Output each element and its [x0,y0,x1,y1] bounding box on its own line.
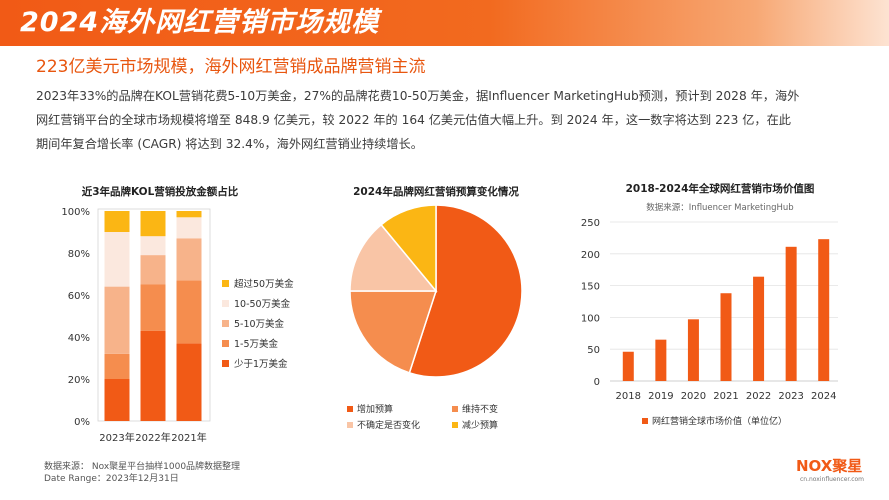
chart1-legend-swatch [222,280,229,287]
chart1-legend-label: 超过50万美金 [234,278,294,290]
chart3-bar [785,246,797,381]
chart3-y-tick: 0 [594,377,600,388]
chart2-legend-swatch [452,406,458,412]
footer-source: 数据来源： Nox聚星平台抽样1000品牌数据整理 Date Range：202… [44,461,240,485]
body-paragraph: 2023年33%的品牌在KOL营销花费5-10万美金，27%的品牌花费10-50… [36,84,862,156]
chart3-bar [687,319,699,381]
body-line: 期间年复合增长率 (CAGR) 将达到 32.4%，海外网红营销业持续增长。 [36,137,423,151]
chart1-y-tick: 40% [68,333,90,344]
chart1-legend-swatch [222,300,229,307]
section-subtitle: 223亿美元市场规模，海外网红营销成品牌营销主流 [36,57,426,77]
chart3-bar [622,351,634,381]
chart3-bar [720,293,732,381]
chart1-x-tick: 2022年 [135,431,170,444]
chart1-y-tick: 0% [74,417,90,428]
chart1-legend-swatch [222,340,229,347]
chart2-legend-swatch [452,422,458,428]
chart3-y-tick: 250 [581,218,600,229]
chart1-bar-segment [140,236,166,256]
chart1-title: 近3年品牌KOL营销投放金额占比 [82,185,239,198]
chart3-x-tick: 2023 [778,391,803,402]
chart3-legend-swatch [642,418,648,424]
chart3-y-tick: 200 [581,250,600,261]
chart1-bar-segment [176,280,202,344]
chart1-bar-segment [104,353,130,379]
chart1-y-tick: 80% [68,249,90,260]
chart2-pie-slice [349,290,438,374]
chart3-y-tick: 150 [581,282,600,293]
chart2-legend-swatch [347,422,353,428]
chart2-legend-label: 维持不变 [462,403,498,415]
chart1-bar-segment [176,343,202,421]
chart2-legend-label: 减少预算 [462,419,498,431]
chart1-legend-swatch [222,320,229,327]
chart3-y-tick: 50 [587,345,600,356]
chart1-x-tick: 2023年 [99,431,134,444]
nox-logo: NOX聚星 cn.noxinfluencer.com [796,455,876,491]
chart3-x-tick: 2021 [713,391,738,402]
chart1-bar-segment [140,330,166,421]
chart1-y-tick: 60% [68,291,90,302]
chart3-x-tick: 2020 [681,391,706,402]
chart1-legend-label: 1-5万美金 [234,338,279,350]
chart1-legend-label: 10-50万美金 [234,298,291,310]
date-range: Date Range：2023年12月31日 [44,474,179,484]
chart1-bar-segment [176,217,202,239]
chart3-bar [655,339,667,381]
chart2-pie-slice [349,223,438,292]
chart1-bar-segment [140,255,166,285]
chart1-bar-segment [104,286,130,354]
body-line: 2023年33%的品牌在KOL营销花费5-10万美金，27%的品牌花费10-50… [36,89,800,103]
chart2-title: 2024年品牌网红营销预算变化情况 [353,185,519,198]
body-line: 网红营销平台的全球市场规模将增至 848.9 亿美元，较 2022 年的 164… [36,113,791,127]
page-title: 2024海外网红营销市场规模 [20,7,380,38]
chart2-pie-slice [380,204,437,294]
chart3-x-tick: 2024 [811,391,836,402]
chart2-legend-swatch [347,406,353,412]
chart1-bar-segment [140,284,166,331]
chart2-pie-slice [408,204,523,378]
chart1-bar-segment [104,232,130,287]
chart1-bar-segment [104,211,130,232]
chart3-subtitle: 数据来源：Influencer MarketingHub [646,202,793,213]
chart3-y-tick: 100 [581,313,600,324]
source-note: 数据来源： Nox聚星平台抽样1000品牌数据整理 [44,462,241,472]
chart3-bar [753,276,765,381]
chart1-bar-segment [104,379,130,421]
chart1-legend-label: 5-10万美金 [234,318,285,330]
chart3-x-tick: 2019 [648,391,673,402]
chart2-legend-label: 增加预算 [357,403,393,415]
logo-text: NOX聚星 [796,457,863,475]
header-bar: 2024海外网红营销市场规模 [0,0,889,46]
chart3-legend-label: 网红营销全球市场价值（单位亿） [652,415,787,427]
chart1-legend-label: 少于1万美金 [234,358,288,370]
chart3-x-tick: 2022 [746,391,771,402]
chart2-legend-label: 不确定是否变化 [357,419,420,431]
chart1-y-tick: 100% [61,207,90,218]
chart3-bar [818,239,830,381]
chart3-title: 2018-2024年全球网红营销市场价值图 [626,182,815,195]
chart1-bar-segment [176,238,202,281]
logo-url: cn.noxinfluencer.com [800,476,865,483]
chart1-bar-segment [140,211,166,237]
chart1-bar-segment [176,211,202,218]
chart1-x-tick: 2021年 [171,431,206,444]
chart1-y-tick: 20% [68,375,90,386]
chart3-x-tick: 2018 [616,391,641,402]
chart1-legend-swatch [222,360,229,367]
